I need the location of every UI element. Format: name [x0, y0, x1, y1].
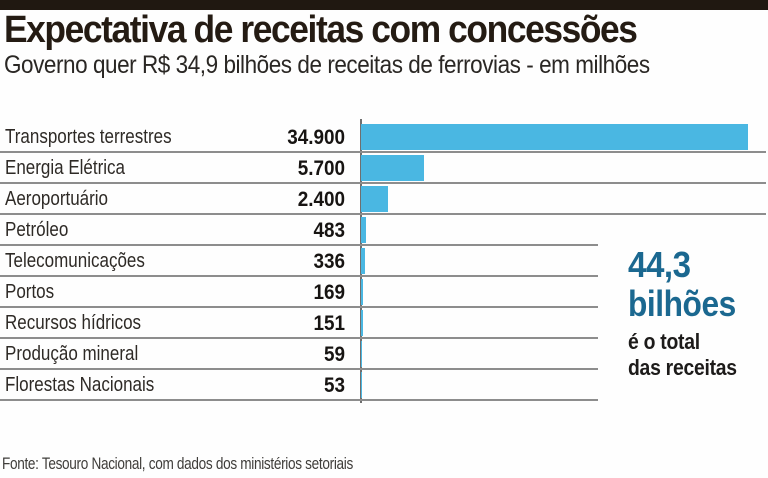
chart-title: Expectativa de receitas com concessões: [4, 9, 638, 51]
value-label: 336: [313, 250, 345, 273]
row-divider: [0, 306, 598, 308]
total-caption-line2: das receitas: [628, 355, 737, 380]
bar: [361, 155, 424, 181]
bar: [361, 248, 365, 274]
value-label: 59: [323, 343, 345, 366]
chart-row: 34.900 Transportes terrestres: [0, 122, 768, 153]
category-label: Florestas Nacionais: [5, 374, 155, 396]
category-label: Energia Elétrica: [5, 157, 126, 179]
category-label: Produção mineral: [5, 343, 139, 365]
total-caption-line1: é o total: [628, 329, 700, 354]
bar: [361, 310, 363, 336]
category-label: Petróleo: [5, 219, 69, 241]
chart-row: 5.700 Energia Elétrica: [0, 153, 768, 184]
value-label: 169: [313, 281, 345, 304]
value-label: 5.700: [297, 157, 345, 180]
chart-row: 483 Petróleo: [0, 215, 768, 246]
chart-subtitle: Governo quer R$ 34,9 bilhões de receitas…: [4, 51, 650, 79]
total-annotation: 44,3 bilhões é o total das receitas: [628, 246, 752, 381]
row-divider: [0, 182, 766, 184]
value-label: 53: [323, 374, 345, 397]
bar: [361, 217, 366, 243]
bar: [361, 279, 363, 305]
chart-row: 59 Produção mineral: [0, 339, 768, 370]
total-value: 44,3: [628, 244, 691, 285]
value-label: 151: [313, 312, 345, 335]
row-divider: [0, 213, 766, 215]
value-label: 2.400: [297, 188, 345, 211]
chart-row: 2.400 Aeroportuário: [0, 184, 768, 215]
category-label: Telecomunicações: [5, 250, 145, 272]
row-divider: [0, 151, 766, 153]
row-divider: [0, 399, 598, 401]
row-divider: [0, 275, 598, 277]
bar: [361, 186, 388, 212]
chart-row: 169 Portos: [0, 277, 768, 308]
bar: [361, 124, 748, 150]
value-label: 483: [313, 219, 345, 242]
row-divider: [0, 337, 598, 339]
category-label: Transportes terrestres: [5, 126, 172, 148]
category-label: Aeroportuário: [5, 188, 109, 210]
chart-row: 336 Telecomunicações: [0, 246, 768, 277]
category-label: Portos: [5, 281, 55, 303]
category-label: Recursos hídricos: [5, 312, 142, 334]
chart-rows: 34.900 Transportes terrestres 5.700 Energia…: [0, 122, 768, 401]
source-note: Fonte: Tesouro Nacional, com dados dos m…: [2, 454, 353, 473]
bar: [361, 372, 362, 398]
chart-row: 53 Florestas Nacionais: [0, 370, 768, 401]
row-divider: [0, 368, 598, 370]
bar: [361, 341, 362, 367]
row-divider: [0, 244, 598, 246]
chart-row: 151 Recursos hídricos: [0, 308, 768, 339]
value-label: 34.900: [287, 126, 345, 149]
total-unit: bilhões: [628, 283, 736, 324]
top-rule-bar: [0, 0, 768, 10]
